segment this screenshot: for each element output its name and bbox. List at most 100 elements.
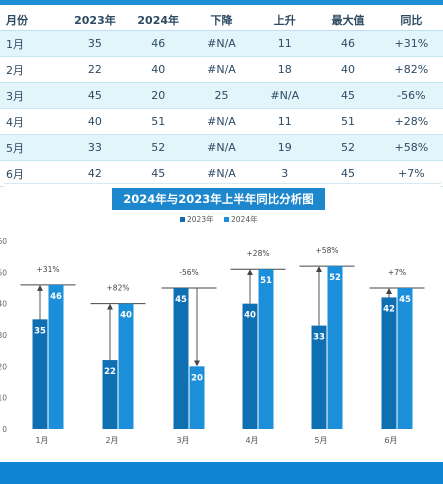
y-tick-label: 60 <box>0 237 7 246</box>
data-label-2024: 51 <box>260 276 272 286</box>
cell: 11 <box>253 30 317 57</box>
x-tick-label: 1月 <box>35 436 48 445</box>
data-label-2023: 42 <box>383 304 395 314</box>
cell: 46 <box>126 30 190 57</box>
y-tick-label: 40 <box>0 300 7 309</box>
y-tick-label: 10 <box>0 394 7 403</box>
data-label-2023: 22 <box>104 367 116 377</box>
legend-swatch <box>224 217 229 222</box>
cell: #N/A <box>189 160 254 187</box>
x-tick-label: 3月 <box>176 436 189 445</box>
y-tick-label: 20 <box>0 362 7 371</box>
cell: 20 <box>126 82 190 109</box>
chart-title: 2024年与2023年上半年同比分析图 <box>112 188 325 210</box>
data-label-2023: 35 <box>34 326 46 336</box>
bar-2023 <box>32 319 48 429</box>
header-decrease: 下降 <box>189 9 254 31</box>
bar-2024 <box>189 366 205 429</box>
legend-label: 2023年 <box>187 214 214 224</box>
cell: 11 <box>253 108 317 135</box>
table-row: 2月 22 40 #N/A 18 40 +82% <box>0 56 443 83</box>
cell: 3月 <box>0 82 64 109</box>
bar-2024 <box>327 266 343 429</box>
cell: 1月 <box>0 30 64 57</box>
data-label-2023: 40 <box>244 311 256 321</box>
cell: 40 <box>63 108 127 135</box>
cell: +58% <box>379 134 443 161</box>
cell: 52 <box>126 134 190 161</box>
bar-2023 <box>381 297 397 429</box>
cell: #N/A <box>189 30 254 57</box>
header-increase: 上升 <box>253 9 317 31</box>
data-label-2023: 33 <box>313 333 325 343</box>
cell: 40 <box>316 56 380 83</box>
cell: 45 <box>63 82 127 109</box>
data-label-2024: 40 <box>120 311 132 321</box>
yoy-label: +28% <box>247 249 270 258</box>
cell: #N/A <box>189 108 254 135</box>
data-label-2024: 52 <box>329 273 341 283</box>
data-label-2024: 20 <box>191 373 203 383</box>
cell: 51 <box>316 108 380 135</box>
cell: 22 <box>63 56 127 83</box>
x-tick-label: 2月 <box>105 436 118 445</box>
cell: #N/A <box>253 82 317 109</box>
cell: 45 <box>316 82 380 109</box>
cell: #N/A <box>189 134 254 161</box>
legend-label: 2024年 <box>231 214 258 224</box>
y-tick-label: 0 <box>2 425 7 434</box>
cell: -56% <box>379 82 443 109</box>
header-2023: 2023年 <box>63 9 127 31</box>
data-label-2023: 45 <box>175 295 187 305</box>
bar-2024 <box>118 303 134 429</box>
cell: 18 <box>253 56 317 83</box>
cell: 2月 <box>0 56 64 83</box>
x-tick-label: 4月 <box>245 436 258 445</box>
cell: 4月 <box>0 108 64 135</box>
header-max: 最大值 <box>316 9 380 31</box>
legend-swatch <box>180 217 185 222</box>
y-tick-label: 50 <box>0 268 7 277</box>
yoy-label: +58% <box>316 246 339 255</box>
cell: 45 <box>316 160 380 187</box>
bar-2024 <box>258 269 274 429</box>
yoy-label: +31% <box>37 265 60 274</box>
cell: 35 <box>63 30 127 57</box>
cell: 19 <box>253 134 317 161</box>
cell: 33 <box>63 134 127 161</box>
table-row: 4月 40 51 #N/A 11 51 +28% <box>0 108 443 135</box>
cell: 6月 <box>0 160 64 187</box>
yoy-label: +82% <box>107 284 130 293</box>
cell: 5月 <box>0 134 64 161</box>
data-label-2024: 46 <box>50 292 62 302</box>
chart-panel <box>4 183 441 459</box>
header-yoy: 同比 <box>379 9 443 31</box>
data-label-2024: 45 <box>399 295 411 305</box>
bar-2023 <box>242 303 258 429</box>
cell: +28% <box>379 108 443 135</box>
cell: 25 <box>189 82 254 109</box>
cell: 40 <box>126 56 190 83</box>
x-tick-label: 5月 <box>314 436 327 445</box>
table-row: 3月 45 20 25 #N/A 45 -56% <box>0 82 443 109</box>
data-table: 月份 2023年 2024年 下降 上升 最大值 同比 1月 35 46 #N/… <box>0 9 443 187</box>
table-header-row: 月份 2023年 2024年 下降 上升 最大值 同比 <box>0 9 443 31</box>
cell: #N/A <box>189 56 254 83</box>
bottom-accent-bar <box>0 462 443 484</box>
cell: 52 <box>316 134 380 161</box>
yoy-label: +7% <box>388 268 406 277</box>
table-row: 1月 35 46 #N/A 11 46 +31% <box>0 30 443 57</box>
bar-2023 <box>173 288 189 429</box>
header-2024: 2024年 <box>126 9 190 31</box>
bar-2023 <box>311 325 327 429</box>
bar-2024 <box>48 284 64 429</box>
y-tick-label: 30 <box>0 331 7 340</box>
cell: +31% <box>379 30 443 57</box>
bar-2024 <box>397 288 413 429</box>
yoy-label: -56% <box>179 268 198 277</box>
cell: 51 <box>126 108 190 135</box>
x-tick-label: 6月 <box>384 436 397 445</box>
cell: +82% <box>379 56 443 83</box>
cell: 46 <box>316 30 380 57</box>
bar-2023 <box>102 360 118 429</box>
